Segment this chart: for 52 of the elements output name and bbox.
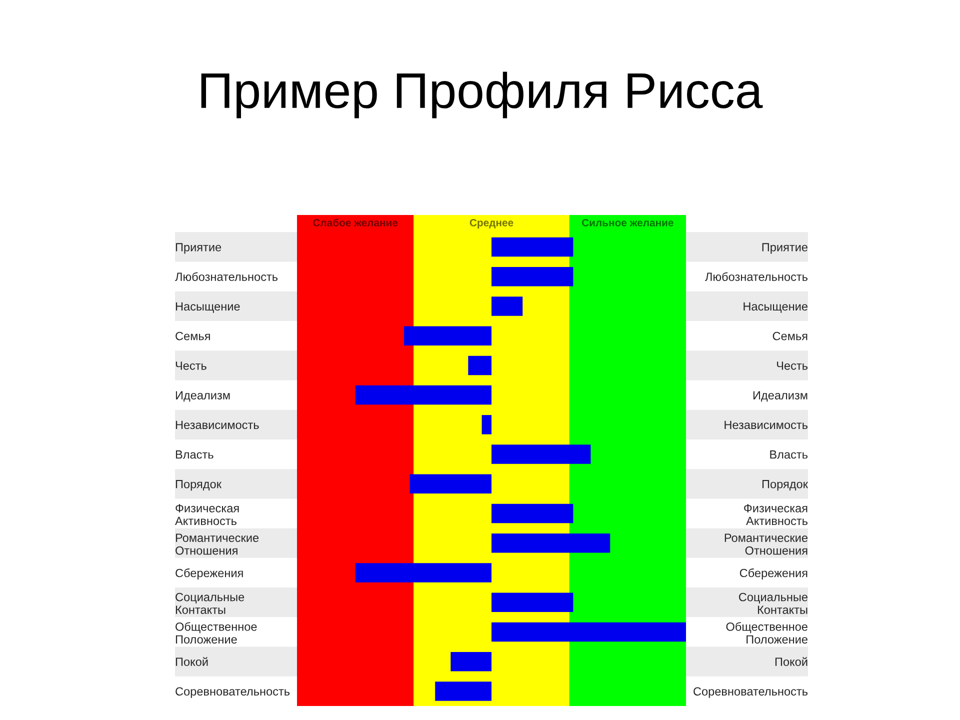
y2-tick-label: Независимость [724, 420, 808, 430]
bar [492, 534, 610, 553]
y2-tick-label: Физическая Активность [744, 504, 808, 526]
y-tick-label: Власть [176, 450, 214, 459]
y2-tick-label: Соревновательность [694, 687, 808, 698]
y2-tick-label: Идеализм [753, 391, 808, 402]
y-tick-label: Любознательность [175, 272, 278, 281]
y2-tick-label: Сбережения [740, 568, 808, 580]
y2-tick-label: Порядок [762, 480, 808, 491]
y-tick-label: Идеализм [176, 391, 230, 402]
y2-tick-label: Честь [777, 362, 808, 370]
y2-tick-label: Власть [770, 450, 808, 459]
bar [492, 504, 574, 524]
y-tick-label: Покой [176, 657, 208, 666]
band-label: Сильное желание [582, 219, 674, 226]
y2-tick-label: Любознательность [705, 272, 808, 281]
y-tick-label: Честь [176, 362, 206, 370]
y-tick-label: Общественное Положение [176, 622, 257, 644]
band-label: Слабое желание [313, 218, 398, 226]
bar [410, 474, 492, 494]
y2-tick-label: Насыщение [744, 302, 808, 313]
y-tick-label: Социальные Контакты [176, 592, 244, 614]
y-tick-label: Порядок [176, 480, 222, 491]
bar [492, 296, 523, 316]
band-label: Среднее [470, 219, 514, 228]
bar [435, 682, 492, 701]
y2-tick-label: Романтические Отношения [724, 534, 808, 555]
y-tick-label: Приятие [176, 243, 222, 254]
y2-tick-label: Приятие [762, 243, 808, 254]
y-tick-label: Соревновательность [176, 687, 290, 698]
y2-tick-label: Покой [775, 657, 808, 666]
bar [355, 385, 492, 405]
y-tick-label: Семья [176, 332, 210, 340]
bar [468, 356, 492, 376]
bar [355, 563, 492, 582]
bar [404, 326, 492, 346]
bar [492, 444, 591, 464]
y2-tick-label: Социальные Контакты [738, 592, 808, 614]
bar [492, 622, 686, 642]
y2-tick-label: Семья [772, 332, 808, 340]
y-tick-label: Независимость [176, 420, 259, 430]
y-tick-label: Физическая Активность [175, 504, 239, 526]
y-tick-label: Романтические Отношения [176, 534, 259, 555]
bar [492, 266, 574, 286]
bar [450, 652, 492, 672]
y-tick-label: Сбережения [176, 568, 243, 580]
bar [482, 415, 492, 434]
y-tick-label: Насыщение [176, 302, 240, 313]
bar [492, 592, 574, 612]
chart-title: Пример Профиля Рисса [201, 72, 763, 118]
y2-tick-label: Общественное Положение [726, 622, 808, 644]
bar [492, 237, 574, 257]
